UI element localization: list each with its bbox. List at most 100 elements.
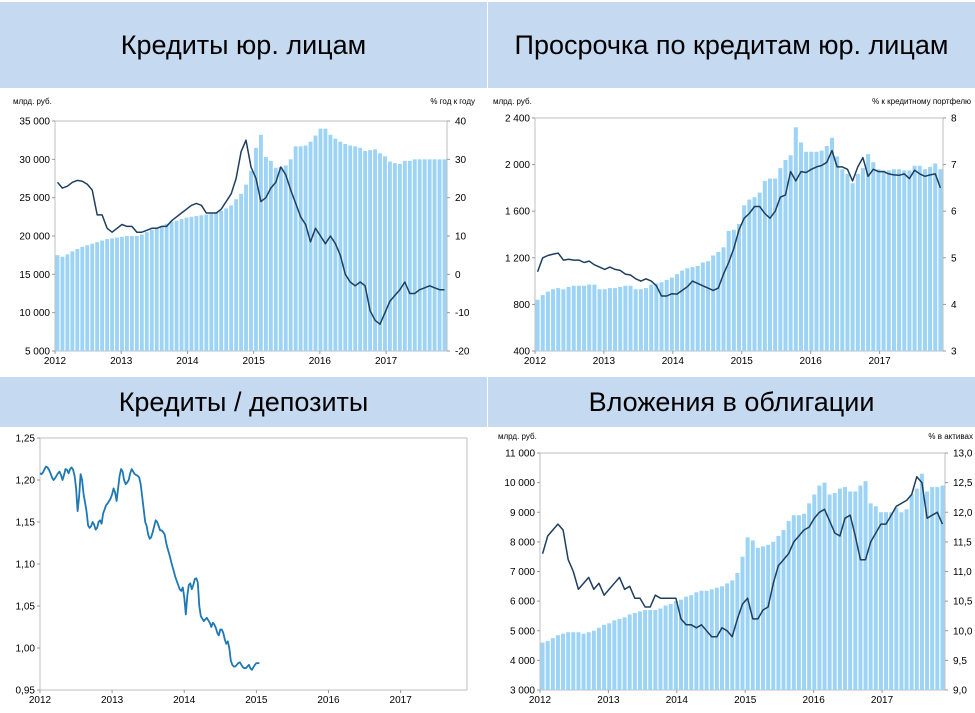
- left-tick-label: 11 000: [505, 449, 535, 460]
- bar: [602, 624, 607, 690]
- left-axis-unit: млрд. руб.: [493, 97, 532, 106]
- bar: [571, 632, 576, 690]
- left-tick-label: 0,95: [16, 686, 36, 697]
- panel-loans-corporate: Кредиты юр. лицам млрд. руб. % год к году…: [0, 0, 487, 375]
- right-tick-label: 10,0: [953, 626, 973, 637]
- bar: [673, 601, 678, 690]
- x-tick-label: 2017: [375, 356, 398, 367]
- bar: [586, 632, 591, 690]
- left-tick-label: 20 000: [19, 232, 50, 243]
- bar: [550, 638, 555, 690]
- x-tick-label: 2017: [871, 695, 894, 706]
- panel-title: Вложения в облигации: [488, 377, 975, 427]
- bar: [750, 540, 755, 690]
- bar: [632, 612, 637, 690]
- bar: [442, 159, 447, 351]
- x-tick-label: 2016: [800, 356, 823, 367]
- bar: [788, 155, 793, 351]
- bar: [283, 165, 288, 351]
- bar: [812, 494, 817, 690]
- chart-loans-deposits: 0,95 1,00 1,05 1,10 1,15 1,20 1,25 2012 2013 2014…: [16, 434, 468, 706]
- bar: [721, 247, 726, 351]
- bar: [129, 236, 134, 351]
- bar: [745, 537, 750, 690]
- bar: [709, 589, 714, 690]
- series-line: [541, 475, 944, 638]
- bar: [762, 180, 767, 351]
- bar: [204, 214, 209, 351]
- x-tick-label: 2015: [245, 695, 268, 706]
- series-line: [536, 149, 942, 297]
- bar: [886, 170, 891, 351]
- left-tick-label: 7 000: [510, 567, 535, 578]
- left-tick-label: 6 000: [510, 597, 535, 608]
- bar: [884, 512, 889, 690]
- bar: [551, 289, 556, 351]
- bar: [627, 614, 632, 690]
- bar: [853, 491, 858, 690]
- bar: [843, 487, 848, 690]
- x-tick-label: 2013: [597, 695, 620, 706]
- bar: [897, 169, 902, 351]
- series-line: [56, 139, 445, 325]
- left-tick-label: 3 000: [510, 686, 535, 697]
- right-tick-label: -20: [455, 347, 470, 358]
- bar: [658, 608, 663, 690]
- bar: [902, 170, 907, 351]
- bar: [731, 229, 736, 351]
- bar: [689, 595, 694, 690]
- bar: [912, 165, 917, 351]
- bar: [876, 169, 881, 351]
- x-tick-label: 2017: [390, 695, 413, 706]
- right-tick-label: 11,0: [953, 567, 972, 578]
- bar: [643, 610, 648, 690]
- bar: [855, 173, 860, 351]
- bar: [814, 151, 819, 351]
- x-tick-label: 2012: [44, 356, 67, 367]
- bar: [845, 173, 850, 351]
- bar: [695, 265, 700, 351]
- bar: [829, 137, 834, 351]
- bar: [258, 134, 263, 351]
- left-tick-label: 1,00: [16, 644, 36, 655]
- bar: [618, 286, 623, 351]
- bar: [397, 163, 402, 351]
- bar: [229, 205, 234, 351]
- left-tick-label: 5 000: [510, 626, 535, 637]
- bar: [278, 167, 283, 351]
- x-tick-label: 2014: [176, 356, 199, 367]
- bar: [174, 220, 179, 351]
- x-tick-label: 2012: [529, 695, 552, 706]
- bar: [623, 285, 628, 351]
- bar: [736, 224, 742, 351]
- x-tick-label: 2013: [101, 695, 124, 706]
- bar: [234, 199, 239, 351]
- bar: [75, 249, 80, 351]
- bar: [149, 229, 154, 351]
- bar: [791, 515, 796, 690]
- left-tick-label: 1 200: [505, 253, 530, 264]
- bar: [612, 620, 617, 690]
- bar: [704, 590, 709, 690]
- right-tick-label: 5: [951, 253, 957, 264]
- bar: [740, 556, 745, 690]
- bar: [933, 163, 938, 351]
- bar: [209, 213, 214, 351]
- bar: [694, 592, 699, 690]
- bar: [224, 208, 229, 351]
- bar: [904, 509, 909, 690]
- bar: [907, 170, 912, 351]
- left-tick-label: 5 000: [25, 347, 50, 358]
- bar: [134, 236, 139, 351]
- bar: [169, 221, 174, 351]
- bar: [699, 590, 704, 690]
- bar: [669, 277, 674, 351]
- x-tick-label: 2016: [317, 695, 340, 706]
- bar: [110, 238, 114, 351]
- bar: [922, 169, 927, 351]
- right-tick-label: 3: [951, 347, 957, 358]
- left-axis-unit: млрд. руб.: [13, 97, 52, 106]
- bar: [571, 285, 576, 351]
- bar: [914, 488, 919, 690]
- bar: [878, 512, 883, 690]
